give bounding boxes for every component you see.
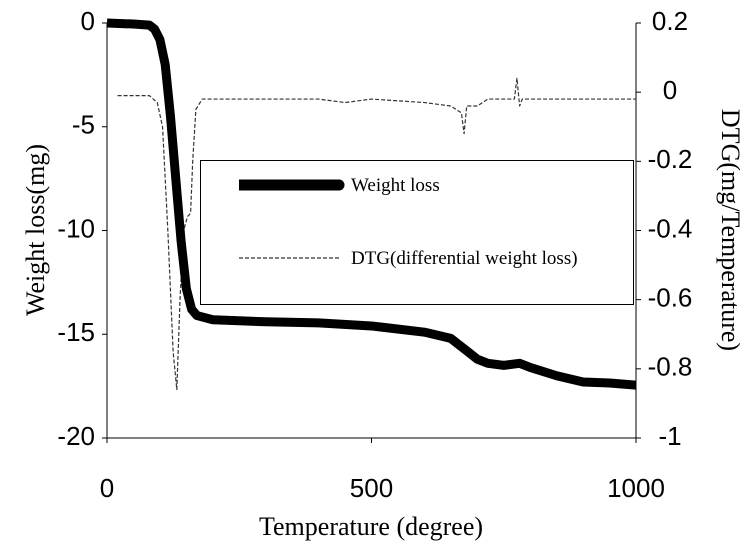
y2-tick-label: -0.2 xyxy=(648,144,693,174)
y-tick-label: 0 xyxy=(81,6,95,36)
y-axis-title: Weight loss(mg) xyxy=(21,144,50,316)
dtg-line xyxy=(117,77,636,391)
legend-label: Weight loss xyxy=(351,175,440,196)
y2-tick-label: 0.2 xyxy=(652,6,688,36)
y2-tick-label: -0.4 xyxy=(648,213,693,243)
legend: Weight loss DTG(differential weight loss… xyxy=(200,160,634,305)
y2-tick-label: 0 xyxy=(663,75,677,105)
y2-tick-label: -0.8 xyxy=(648,352,693,382)
legend-symbol xyxy=(239,179,345,191)
legend-label: DTG(differential weight loss) xyxy=(351,248,578,269)
y-tick-label: -10 xyxy=(57,213,95,243)
weight-line xyxy=(106,18,637,390)
x-axis-title: Temperature (degree) xyxy=(259,512,483,541)
y2-tick-label: -1 xyxy=(658,421,681,451)
y-tick-label: -5 xyxy=(72,110,95,140)
y2-tick-label: -0.6 xyxy=(648,283,693,313)
legend-symbol xyxy=(239,257,339,259)
x-tick-label: 500 xyxy=(350,473,393,503)
y-tick-label: -20 xyxy=(57,421,95,451)
y2-axis-title: DTG(mg/Temperature) xyxy=(716,109,740,351)
y-tick-label: -15 xyxy=(57,317,95,347)
x-tick-label: 1000 xyxy=(607,473,665,503)
x-tick-label: 0 xyxy=(100,473,114,503)
